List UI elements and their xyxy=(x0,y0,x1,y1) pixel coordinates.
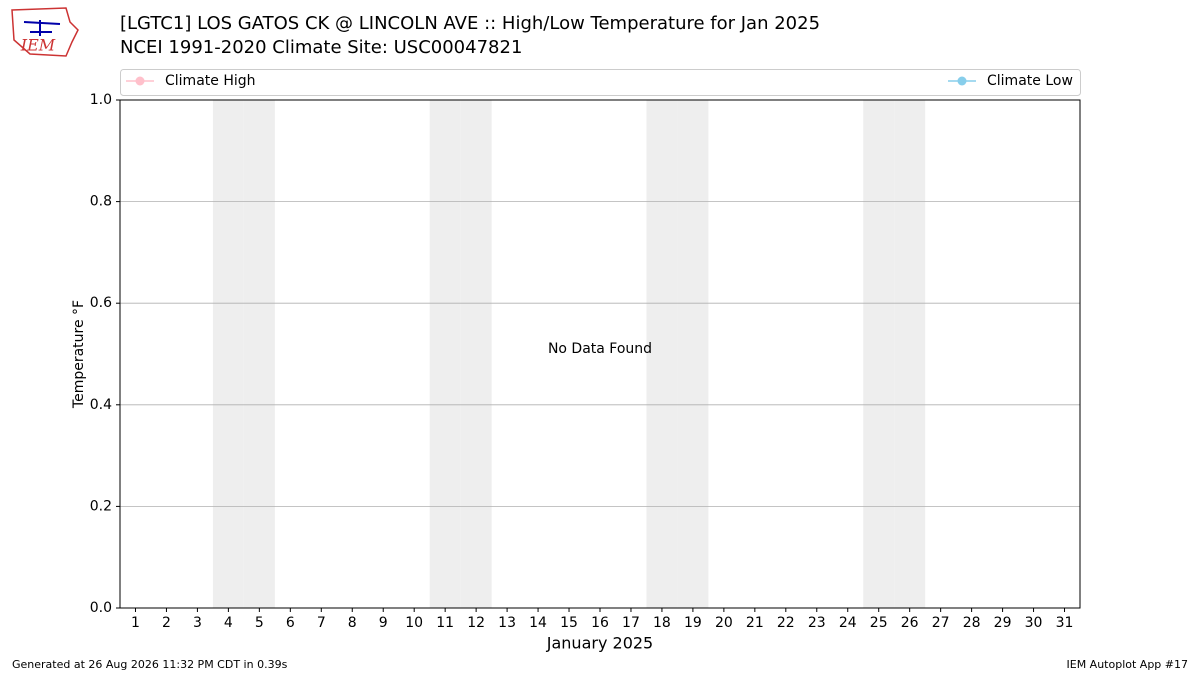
legend-box xyxy=(120,69,1081,96)
legend-marker xyxy=(957,76,967,86)
legend-label: Climate High xyxy=(165,73,256,89)
x-tick-label: 6 xyxy=(286,615,295,631)
x-tick-label: 7 xyxy=(317,615,326,631)
x-tick-label: 19 xyxy=(684,615,702,631)
footer-right: IEM Autoplot App #17 xyxy=(1067,658,1189,671)
y-tick-label: 0.2 xyxy=(90,498,112,514)
y-tick-label: 1.0 xyxy=(90,92,112,108)
y-tick-label: 0.8 xyxy=(90,194,112,210)
y-tick-label: 0.0 xyxy=(90,600,112,616)
x-tick-label: 21 xyxy=(746,615,764,631)
x-tick-label: 12 xyxy=(467,615,485,631)
logo: IEM xyxy=(11,7,79,57)
x-tick-label: 1 xyxy=(131,615,140,631)
weekend-shade xyxy=(212,100,244,608)
x-tick-label: 30 xyxy=(1025,615,1043,631)
x-tick-label: 10 xyxy=(405,615,423,631)
legend-label: Climate Low xyxy=(987,73,1073,89)
x-tick-label: 3 xyxy=(193,615,202,631)
x-tick-label: 28 xyxy=(963,615,981,631)
x-axis-label: January 2025 xyxy=(546,634,653,653)
x-tick-label: 26 xyxy=(901,615,919,631)
weekend-shade xyxy=(646,100,678,608)
x-tick-label: 22 xyxy=(777,615,795,631)
x-tick-label: 18 xyxy=(653,615,671,631)
chart-subtitle: NCEI 1991-2020 Climate Site: USC00047821 xyxy=(120,37,522,58)
weekend-shade xyxy=(677,100,709,608)
x-tick-label: 27 xyxy=(932,615,950,631)
x-tick-label: 20 xyxy=(715,615,733,631)
y-axis-label: Temperature °F xyxy=(71,300,87,409)
chart-title: [LGTC1] LOS GATOS CK @ LINCOLN AVE :: Hi… xyxy=(120,13,820,34)
x-tick-label: 9 xyxy=(379,615,388,631)
x-tick-label: 29 xyxy=(994,615,1012,631)
y-tick-label: 0.6 xyxy=(90,295,112,311)
weekend-shade xyxy=(863,100,895,608)
x-tick-label: 17 xyxy=(622,615,640,631)
x-tick-label: 4 xyxy=(224,615,233,631)
x-tick-label: 11 xyxy=(436,615,454,631)
y-tick-label: 0.4 xyxy=(90,397,112,413)
annotation: No Data Found xyxy=(548,341,652,357)
legend-marker xyxy=(135,76,145,86)
x-tick-label: 15 xyxy=(560,615,578,631)
x-tick-label: 2 xyxy=(162,615,171,631)
weekend-shade xyxy=(894,100,926,608)
x-tick-label: 31 xyxy=(1056,615,1074,631)
x-tick-label: 14 xyxy=(529,615,547,631)
weekend-shade xyxy=(429,100,461,608)
logo-text: IEM xyxy=(20,36,56,55)
x-tick-label: 24 xyxy=(839,615,857,631)
weekend-shade xyxy=(460,100,492,608)
plot-frame xyxy=(119,99,1081,609)
x-tick-label: 5 xyxy=(255,615,264,631)
weekend-shade xyxy=(243,100,275,608)
x-tick-label: 25 xyxy=(870,615,888,631)
x-tick-label: 16 xyxy=(591,615,609,631)
plot: 0.00.20.40.60.81.01 2 3 4 5 6 7 8 9 10 11 12 13 14 15 1… xyxy=(90,92,1081,631)
x-tick-label: 13 xyxy=(498,615,516,631)
x-tick-label: 23 xyxy=(808,615,826,631)
footer-left: Generated at 26 Aug 2026 11:32 PM CDT in… xyxy=(12,658,288,671)
x-tick-label: 8 xyxy=(348,615,357,631)
